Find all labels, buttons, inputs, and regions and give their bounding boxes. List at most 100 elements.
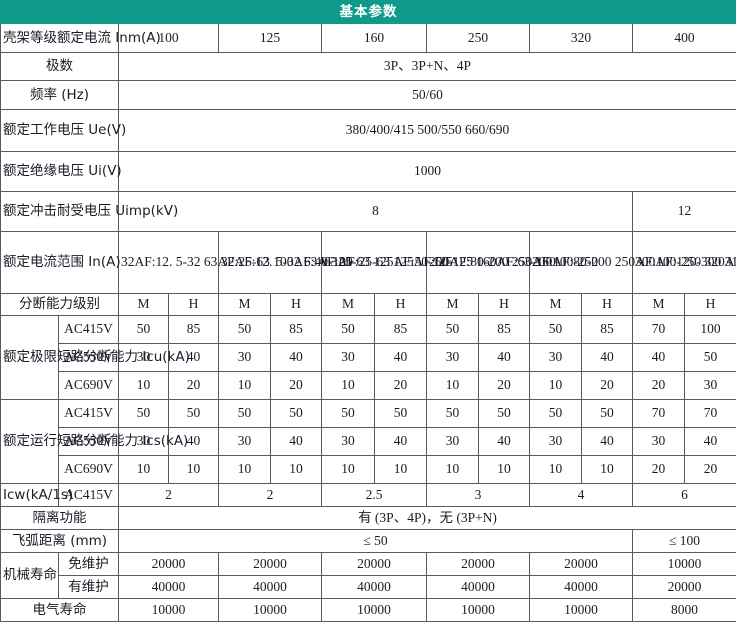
cell-breaking-class-10: H bbox=[581, 293, 633, 316]
cell-breaking-class-12: H bbox=[684, 293, 736, 316]
row-rated-operational-voltage: 额定工作电压 Ue(V) 380/400/415 500/550 660/690 bbox=[0, 109, 736, 152]
cell-ics-690-9: 10 bbox=[529, 455, 582, 484]
cell-ics-415-1: 50 bbox=[118, 399, 169, 428]
cell-breaking-class-1: M bbox=[118, 293, 169, 316]
cell-icu-415-6: 85 bbox=[374, 315, 427, 344]
cell-icu-415-7: 50 bbox=[426, 315, 479, 344]
cell-elec-life-1: 10000 bbox=[118, 598, 219, 622]
label-arc-distance: 飞弧距离 (mm) bbox=[0, 529, 119, 553]
cell-ics-690-6: 10 bbox=[374, 455, 427, 484]
cell-icu-415-9: 50 bbox=[529, 315, 582, 344]
cell-poles-value: 3P、3P+N、4P bbox=[118, 51, 736, 82]
label-mechanical-life-type-1: 免维护 bbox=[58, 552, 119, 576]
cell-current-range-3: 63AF:25-63 125AF:50-125 160AF:63-160 bbox=[321, 231, 556, 294]
cell-ics-415-7: 50 bbox=[426, 399, 479, 428]
cell-frame-rating-1: 100 bbox=[118, 23, 219, 53]
cell-ics-550-12: 40 bbox=[684, 427, 736, 456]
cell-ics-550-8: 40 bbox=[478, 427, 530, 456]
cell-frame-rating-3: 160 bbox=[321, 23, 427, 53]
cell-mech-maint-3: 40000 bbox=[321, 575, 427, 599]
cell-ics-690-10: 10 bbox=[581, 455, 633, 484]
cell-current-range-2: 32AF:12. 5-32 63AF:25-63 125AF:50-125 bbox=[218, 231, 453, 294]
cell-breaking-class-4: H bbox=[270, 293, 322, 316]
cell-breaking-class-5: M bbox=[321, 293, 375, 316]
cell-icu-550-10: 40 bbox=[581, 343, 633, 372]
cell-elec-life-3: 10000 bbox=[321, 598, 427, 622]
cell-icu-415-4: 85 bbox=[270, 315, 322, 344]
cell-icu-690-1: 10 bbox=[118, 371, 169, 400]
cell-ics-415-5: 50 bbox=[321, 399, 375, 428]
cell-icu-690-2: 20 bbox=[168, 371, 219, 400]
cell-frequency-value: 50/60 bbox=[118, 80, 736, 110]
cell-icu-690-9: 10 bbox=[529, 371, 582, 400]
cell-ics-550-5: 30 bbox=[321, 427, 375, 456]
cell-mech-free-2: 20000 bbox=[218, 552, 322, 576]
cell-elec-life-2: 10000 bbox=[218, 598, 322, 622]
row-mechanical-life-maintenance-free: 机械寿命 免维护 20000 20000 20000 20000 20000 1… bbox=[0, 552, 736, 599]
cell-icu-415-10: 85 bbox=[581, 315, 633, 344]
cell-elec-life-4: 10000 bbox=[426, 598, 530, 622]
label-ics-voltage-3: AC690V bbox=[58, 455, 119, 484]
cell-ics-415-9: 50 bbox=[529, 399, 582, 428]
cell-icw-5: 4 bbox=[529, 483, 633, 507]
row-ics-ac550v: AC550V 30 40 30 40 30 40 30 40 30 40 30 … bbox=[1, 427, 736, 456]
cell-elec-life-5: 10000 bbox=[529, 598, 633, 622]
cell-icw-4: 3 bbox=[426, 483, 530, 507]
cell-ics-690-1: 10 bbox=[118, 455, 169, 484]
cell-mech-free-1: 20000 bbox=[118, 552, 219, 576]
cell-icu-415-2: 85 bbox=[168, 315, 219, 344]
row-icu-ac415v: 额定极限短路分断能力 Icu(kA) AC415V 50 85 50 85 50… bbox=[0, 315, 736, 400]
cell-ics-550-6: 40 bbox=[374, 427, 427, 456]
cell-icw-6: 6 bbox=[632, 483, 736, 507]
cell-ics-690-7: 10 bbox=[426, 455, 479, 484]
label-frame-rating: 壳架等级额定电流 Inm(A) bbox=[0, 23, 161, 53]
cell-icu-550-11: 40 bbox=[632, 343, 685, 372]
cell-frame-rating-4: 250 bbox=[426, 23, 530, 53]
cell-mech-free-3: 20000 bbox=[321, 552, 427, 576]
row-mechanical-life-maintained: 有维护 40000 40000 40000 40000 40000 20000 bbox=[1, 575, 736, 599]
cell-icu-690-6: 20 bbox=[374, 371, 427, 400]
cell-icw-2: 2 bbox=[218, 483, 322, 507]
cell-mech-maint-4: 40000 bbox=[426, 575, 530, 599]
row-frame-rating: 壳架等级额定电流 Inm(A) 100 125 160 250 320 400 bbox=[0, 23, 736, 53]
cell-ics-415-4: 50 bbox=[270, 399, 322, 428]
label-poles: 极数 bbox=[0, 51, 119, 82]
cell-impulse-main: 8 bbox=[118, 191, 633, 232]
cell-mech-free-4: 20000 bbox=[426, 552, 530, 576]
cell-icu-550-4: 40 bbox=[270, 343, 322, 372]
cell-breaking-class-7: M bbox=[426, 293, 479, 316]
table-title-row: 基本参数 bbox=[0, 0, 736, 24]
row-impulse-withstand-voltage: 额定冲击耐受电压 Uimp(kV) 8 12 bbox=[0, 191, 736, 232]
cell-ics-690-11: 20 bbox=[632, 455, 685, 484]
cell-icu-690-4: 20 bbox=[270, 371, 322, 400]
cell-mech-free-6: 10000 bbox=[632, 552, 736, 576]
label-icw: Icw(kA/1s) bbox=[0, 483, 73, 507]
cell-elec-life-6: 8000 bbox=[632, 598, 736, 622]
label-rated-insulation-voltage: 额定绝缘电压 Ui(V) bbox=[0, 151, 122, 192]
cell-ics-415-8: 50 bbox=[478, 399, 530, 428]
cell-rated-insulation-voltage: 1000 bbox=[118, 151, 736, 192]
cell-ics-415-2: 50 bbox=[168, 399, 219, 428]
cell-ics-550-1: 30 bbox=[118, 427, 169, 456]
cell-current-range-6: 300AF:120-300 315AF:125-315 400AF:160-40… bbox=[632, 231, 736, 294]
cell-icw-1: 2 bbox=[118, 483, 219, 507]
cell-mech-free-5: 20000 bbox=[529, 552, 633, 576]
cell-ics-550-10: 40 bbox=[581, 427, 633, 456]
cell-icu-690-8: 20 bbox=[478, 371, 530, 400]
cell-icu-550-9: 30 bbox=[529, 343, 582, 372]
cell-icu-415-3: 50 bbox=[218, 315, 271, 344]
label-mechanical-life-type-2: 有维护 bbox=[58, 575, 119, 599]
cell-ics-550-3: 30 bbox=[218, 427, 271, 456]
cell-icu-690-3: 10 bbox=[218, 371, 271, 400]
cell-icu-690-10: 20 bbox=[581, 371, 633, 400]
cell-ics-415-11: 70 bbox=[632, 399, 685, 428]
row-icu-ac690v: AC690V 10 20 10 20 10 20 10 20 10 20 20 … bbox=[1, 371, 736, 400]
cell-ics-415-10: 50 bbox=[581, 399, 633, 428]
cell-rated-operational-voltage: 380/400/415 500/550 660/690 bbox=[118, 109, 736, 152]
cell-breaking-class-8: H bbox=[478, 293, 530, 316]
cell-frame-rating-6: 400 bbox=[632, 23, 736, 53]
label-electrical-life: 电气寿命 bbox=[0, 598, 119, 622]
cell-icu-415-12: 100 bbox=[684, 315, 736, 344]
cell-icu-550-1: 30 bbox=[118, 343, 169, 372]
